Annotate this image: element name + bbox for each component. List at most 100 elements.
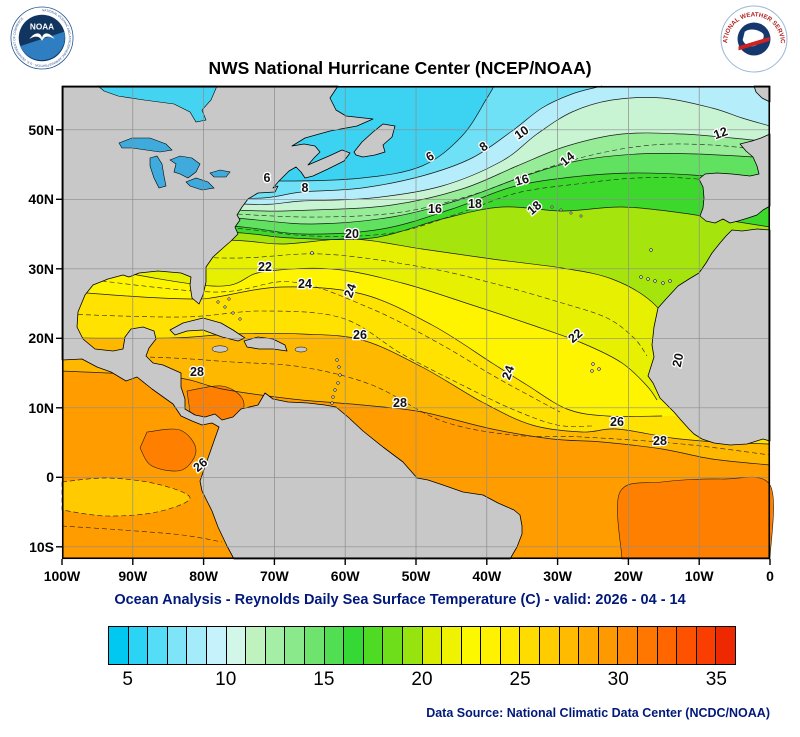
colorbar-cell [109, 627, 129, 664]
contour-label-16: 16 [513, 172, 530, 189]
x-axis-label: 0 [766, 568, 774, 584]
land-north-south-america [61, 85, 523, 560]
y-axis-label: 10S [29, 538, 54, 555]
land-island [238, 317, 242, 321]
colorbar-cell [618, 627, 639, 664]
dashed-isotherm [61, 247, 648, 357]
y-axis-label: 10N [28, 399, 54, 416]
land-island [569, 211, 573, 215]
land-island [579, 214, 583, 218]
cool-patch [61, 477, 191, 517]
land-island [661, 281, 665, 285]
contour-label-20: 20 [345, 227, 359, 241]
colorbar-cell [559, 627, 580, 664]
colorbar-label: 20 [411, 669, 433, 690]
colorbar-cell [461, 627, 482, 664]
colorbar-cell [363, 627, 384, 664]
dashed-isotherm [61, 275, 561, 413]
contour-label-18: 18 [468, 197, 482, 211]
contour-label-22: 22 [258, 260, 272, 274]
x-axis-label: 40W [472, 568, 502, 584]
colorbar-cell [285, 627, 305, 664]
colorbar-cell [422, 627, 443, 664]
contour-label-26: 26 [610, 415, 624, 429]
x-axis-label: 10W [684, 568, 714, 584]
nws-logo-stripe [738, 36, 770, 51]
land-hispaniola [243, 336, 288, 352]
isotherm-22 [61, 260, 658, 401]
land-island [597, 367, 601, 371]
noaa-logo: NATIONAL OCEANIC AND ATMOSPHERIC ADMINIS… [10, 6, 74, 70]
land-island [591, 362, 595, 366]
land-africa [647, 228, 771, 446]
land-island [639, 275, 643, 279]
great-lake [185, 177, 215, 191]
land-island [559, 208, 563, 212]
colorbar-cell [167, 627, 188, 664]
isotherm-16 [61, 172, 771, 235]
land-island [330, 401, 334, 405]
contour-label-26: 26 [353, 328, 367, 342]
land-island [231, 311, 235, 315]
isotherm-12 [61, 132, 771, 212]
contour-label-28: 28 [393, 396, 407, 410]
colorbar-cell [540, 627, 560, 664]
colorbar-cell [324, 627, 345, 664]
land-island [216, 300, 220, 304]
colorbar-cell [246, 627, 266, 664]
colorbar-label: 5 [122, 669, 133, 690]
land [61, 85, 771, 560]
colorbar-cell [442, 627, 462, 664]
noaa-logo-sea [20, 31, 65, 61]
x-axis-label: 60W [330, 568, 360, 584]
inland-water [97, 85, 231, 191]
great-lake [169, 155, 201, 179]
land-island [590, 369, 594, 373]
map-border [61, 85, 771, 560]
colorbar [108, 626, 736, 665]
y-axis-label: 0 [46, 469, 54, 486]
colorbar-cell [598, 627, 619, 664]
noaa-logo-text: NOAA [30, 22, 54, 31]
map-caption: Ocean Analysis - Reynolds Daily Sea Surf… [114, 592, 686, 608]
colorbar-cell [187, 627, 207, 664]
colorbar-label: 25 [509, 669, 531, 690]
x-axis-label: 70W [259, 568, 289, 584]
colorbar-cell [579, 627, 599, 664]
land-island [337, 365, 341, 369]
land-island [668, 279, 672, 283]
grid-lines [62, 86, 770, 559]
land-island [653, 279, 657, 283]
colorbar-cell [657, 627, 678, 664]
dashed-isotherm [61, 143, 771, 218]
great-lake [149, 155, 167, 189]
nws-logo-graphic: NATIONAL WEATHER SERVICE [720, 5, 788, 73]
colorbar-cell [128, 627, 149, 664]
land-island [333, 388, 337, 392]
map-frame [56, 85, 771, 565]
sst-patches [61, 385, 774, 560]
colorbar-cell [148, 627, 168, 664]
colorbar-label: 15 [313, 669, 335, 690]
x-axis-label: 80W [189, 568, 218, 584]
land-island [649, 248, 653, 252]
colorbar-label: 30 [607, 669, 629, 690]
warm-patch [139, 428, 197, 472]
y-axis-label: 30N [28, 260, 54, 277]
y-axis-label: 50N [28, 121, 54, 138]
warm-patch [617, 476, 774, 560]
nws-logo: NATIONAL WEATHER SERVICE [720, 5, 788, 73]
contour-label-24: 24 [499, 364, 517, 382]
land-island [227, 297, 231, 301]
colorbar-cell [677, 627, 697, 664]
colorbar-cell [520, 627, 541, 664]
colorbar-cell [716, 627, 735, 664]
contour-label-16: 16 [428, 202, 442, 216]
map-area: 6 6 8 8 10 12 14 16 16 18 18 20 20 22 22 24 24 24 26 26 26 28… [28, 85, 774, 584]
hudson-bay [97, 85, 218, 123]
contour-label-20: 20 [670, 352, 687, 369]
land-europe [698, 133, 771, 224]
noaa-gull-icon [29, 33, 55, 41]
contour-label-28: 28 [653, 434, 667, 448]
